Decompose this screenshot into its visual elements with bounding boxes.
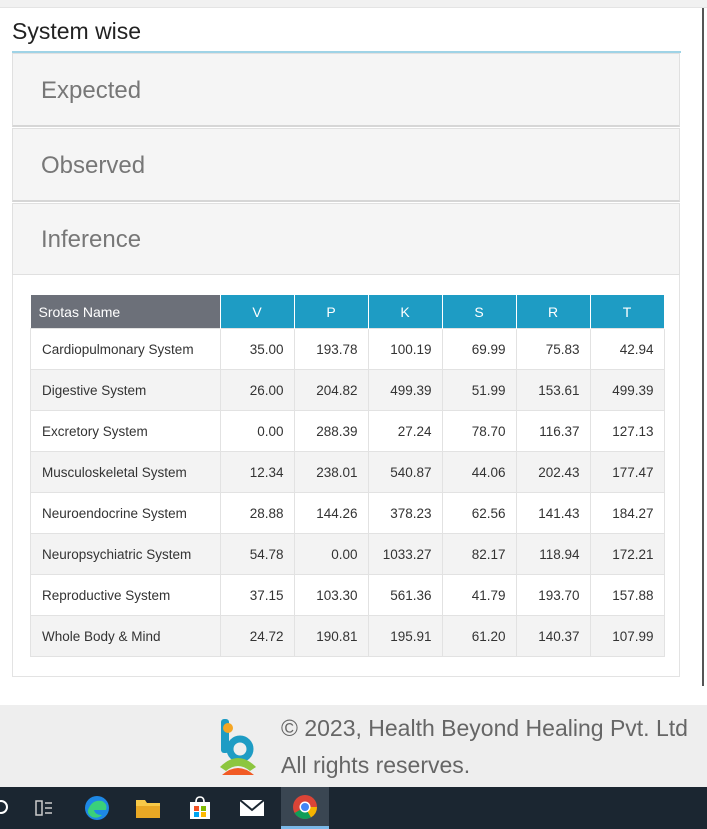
cell-r: 141.43 (515, 492, 591, 534)
section-title: System wise (12, 18, 142, 44)
cell-t: 499.39 (589, 369, 665, 411)
table-row: Reproductive System 37.15 103.30 561.36 … (30, 574, 665, 616)
cell-k: 1033.27 (367, 533, 443, 575)
cell-s: 82.17 (441, 533, 517, 575)
table-row: Neuroendocrine System 28.88 144.26 378.2… (30, 492, 665, 534)
cell-srotas-name: Digestive System (30, 369, 221, 411)
accordion-inference-label: Inference (41, 226, 142, 253)
accordion-inference[interactable]: Inference (12, 203, 680, 275)
search-icon[interactable] (0, 787, 26, 829)
cell-v: 37.15 (219, 574, 295, 616)
cell-k: 195.91 (367, 615, 443, 657)
cell-p: 204.82 (293, 369, 369, 411)
mail-icon[interactable] (228, 787, 276, 829)
cell-srotas-name: Whole Body & Mind (30, 615, 221, 657)
cell-s: 51.99 (441, 369, 517, 411)
edge-icon[interactable] (73, 787, 121, 829)
cell-srotas-name: Cardiopulmonary System (30, 328, 221, 370)
cell-t: 184.27 (589, 492, 665, 534)
cell-r: 153.61 (515, 369, 591, 411)
windows-taskbar (0, 787, 707, 829)
cell-p: 0.00 (293, 533, 369, 575)
table-row: Whole Body & Mind 24.72 190.81 195.91 61… (30, 615, 665, 657)
table-row: Musculoskeletal System 12.34 238.01 540.… (30, 451, 665, 493)
cell-k: 499.39 (367, 369, 443, 411)
column-header-p: P (294, 295, 369, 329)
chrome-icon[interactable] (281, 787, 329, 829)
store-icon[interactable] (176, 787, 224, 829)
cell-s: 41.79 (441, 574, 517, 616)
cell-v: 35.00 (219, 328, 295, 370)
cell-r: 75.83 (515, 328, 591, 370)
table-row: Excretory System 0.00 288.39 27.24 78.70… (30, 410, 665, 452)
table-row: Neuropsychiatric System 54.78 0.00 1033.… (30, 533, 665, 575)
cell-v: 12.34 (219, 451, 295, 493)
cell-v: 28.88 (219, 492, 295, 534)
cell-t: 107.99 (589, 615, 665, 657)
cell-p: 288.39 (293, 410, 369, 452)
cell-v: 26.00 (219, 369, 295, 411)
cell-r: 118.94 (515, 533, 591, 575)
page-footer: © 2023, Health Beyond Healing Pvt. Ltd A… (0, 705, 707, 787)
cell-srotas-name: Neuropsychiatric System (30, 533, 221, 575)
cell-p: 190.81 (293, 615, 369, 657)
table-row: Cardiopulmonary System 35.00 193.78 100.… (30, 328, 665, 370)
cell-srotas-name: Reproductive System (30, 574, 221, 616)
cell-s: 44.06 (441, 451, 517, 493)
cell-t: 127.13 (589, 410, 665, 452)
footer-copyright: © 2023, Health Beyond Healing Pvt. Ltd (281, 715, 688, 741)
cell-k: 27.24 (367, 410, 443, 452)
cell-p: 103.30 (293, 574, 369, 616)
cell-s: 78.70 (441, 410, 517, 452)
cell-p: 238.01 (293, 451, 369, 493)
cell-s: 69.99 (441, 328, 517, 370)
footer-rights: All rights reserves. (281, 752, 471, 778)
column-header-srotas-name: Srotas Name (30, 295, 221, 329)
column-header-s: S (442, 295, 517, 329)
cell-v: 54.78 (219, 533, 295, 575)
page-scroll-edge (702, 8, 704, 686)
column-header-v: V (220, 295, 295, 329)
cell-t: 172.21 (589, 533, 665, 575)
column-header-r: R (516, 295, 591, 329)
cell-k: 561.36 (367, 574, 443, 616)
cell-srotas-name: Musculoskeletal System (30, 451, 221, 493)
cell-s: 61.20 (441, 615, 517, 657)
cell-t: 177.47 (589, 451, 665, 493)
table-row: Digestive System 26.00 204.82 499.39 51.… (30, 369, 665, 411)
accordion-expected[interactable]: Expected (12, 53, 680, 127)
cell-srotas-name: Excretory System (30, 410, 221, 452)
cell-v: 0.00 (219, 410, 295, 452)
cell-k: 540.87 (367, 451, 443, 493)
cell-r: 193.70 (515, 574, 591, 616)
cell-t: 157.88 (589, 574, 665, 616)
column-header-t: T (590, 295, 665, 329)
cell-v: 24.72 (219, 615, 295, 657)
cell-srotas-name: Neuroendocrine System (30, 492, 221, 534)
cell-k: 100.19 (367, 328, 443, 370)
section-title-rule (12, 51, 681, 53)
accordion-observed-label: Observed (41, 152, 146, 179)
cell-p: 144.26 (293, 492, 369, 534)
accordion-expected-label: Expected (41, 77, 142, 104)
table-header-row: Srotas Name V P K S R T (30, 295, 665, 329)
cell-k: 378.23 (367, 492, 443, 534)
file-explorer-icon[interactable] (124, 787, 172, 829)
cell-t: 42.94 (589, 328, 665, 370)
srotas-table: Srotas Name V P K S R T Cardiopulmonary … (30, 295, 665, 657)
column-header-k: K (368, 295, 443, 329)
cell-s: 62.56 (441, 492, 517, 534)
cell-p: 193.78 (293, 328, 369, 370)
cell-r: 116.37 (515, 410, 591, 452)
cell-r: 140.37 (515, 615, 591, 657)
task-view-icon[interactable] (20, 787, 68, 829)
browser-top-strip (0, 0, 707, 8)
inference-panel: Srotas Name V P K S R T Cardiopulmonary … (12, 275, 680, 677)
accordion-observed[interactable]: Observed (12, 128, 680, 202)
health-beyond-healing-logo (220, 719, 256, 775)
cell-r: 202.43 (515, 451, 591, 493)
